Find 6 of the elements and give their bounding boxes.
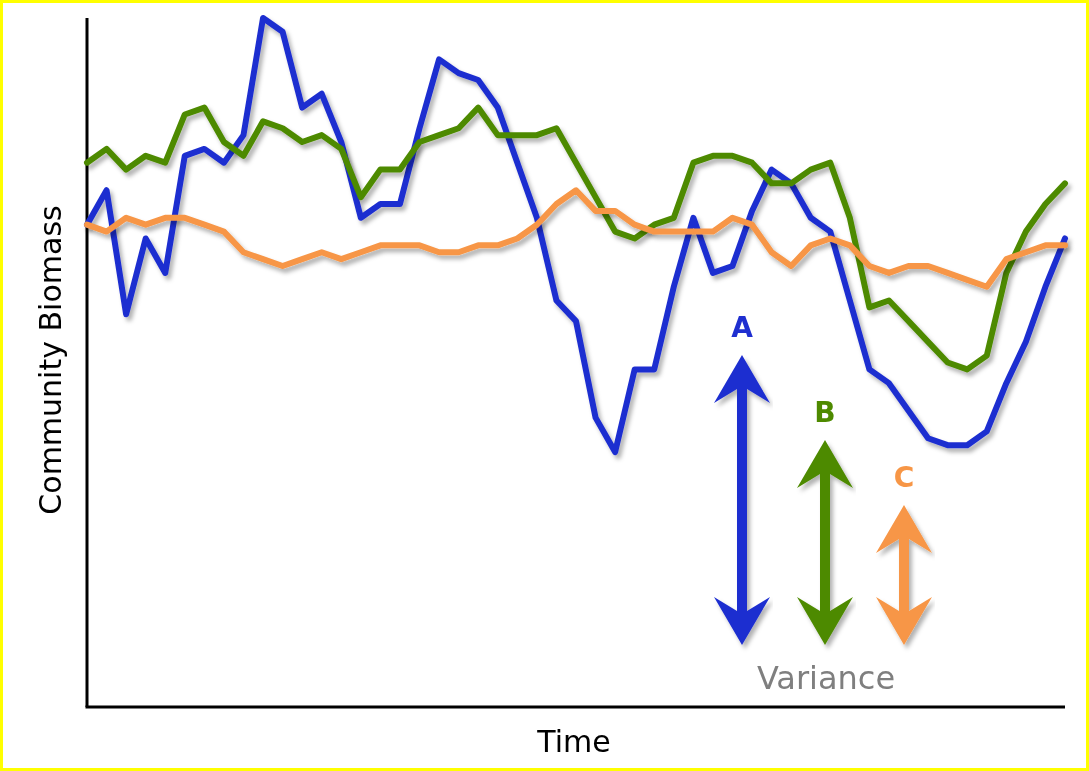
annotation: C [893,461,915,494]
x-axis-title: Time [536,724,611,759]
annotation: B [814,396,836,429]
annotation: A [731,311,754,344]
y-axis-title: Community Biomass [33,205,68,515]
annotation: Variance [756,659,896,697]
